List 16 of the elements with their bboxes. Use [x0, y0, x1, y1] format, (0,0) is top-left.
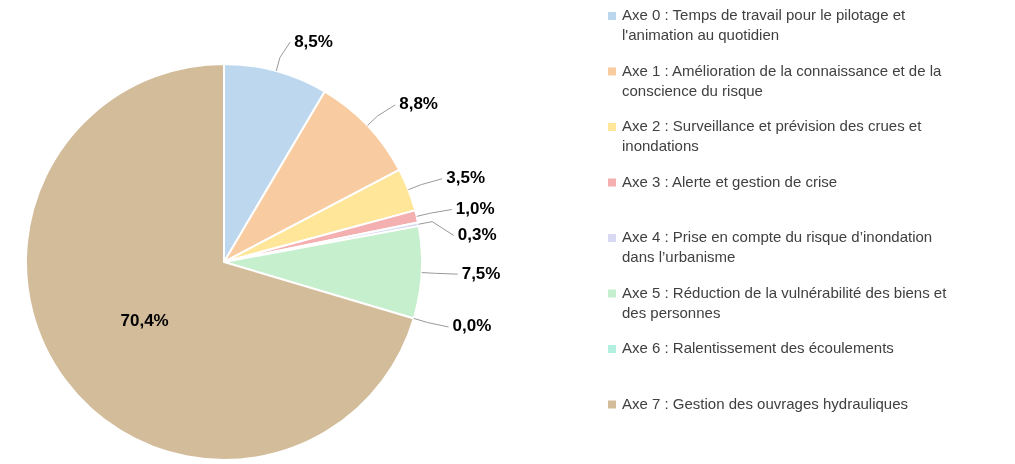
legend-label: Axe 4 : Prise en compte du risque d’inondation dans l’urbanisme [622, 227, 933, 265]
legend-label: Axe 6 : Ralentissement des écoulements [622, 338, 894, 356]
legend-label: Axe 5 : Réduction de la vulnérabilité des biens et des personnes [622, 283, 948, 321]
data-label: 8,8% [399, 94, 438, 114]
data-label: 3,5% [446, 168, 485, 188]
legend-label: Axe 1 : Amélioration de la connaissance et de la conscience du risque [622, 61, 943, 99]
legend-label: Axe 0 : Temps de travail pour le pilotage et l'animation au quotidien [622, 5, 907, 43]
legend-label: Axe 2 : Surveillance et prévision des crues et inondations [622, 116, 923, 154]
data-label: 0,3% [457, 224, 497, 244]
data-label: 70,4% [120, 310, 169, 330]
data-label: 1,0% [455, 198, 495, 218]
data-label: 7,5% [461, 263, 501, 283]
text: 0,0% [452, 316, 492, 336]
data-label: 8,5% [294, 31, 333, 51]
legend-label: Axe 7 : Gestion des ouvrages hydrauliques [622, 394, 909, 412]
legend-label: Axe 3 : Alerte et gestion de crise [622, 172, 838, 190]
